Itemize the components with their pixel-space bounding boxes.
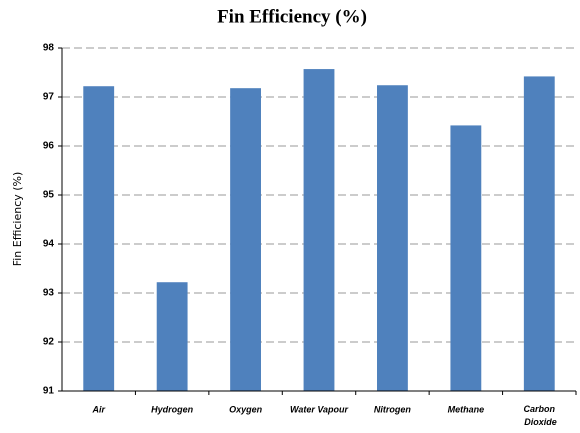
bar xyxy=(156,282,188,391)
x-tick-label: Carbon Dioxide xyxy=(522,404,557,427)
y-tick-label: 92 xyxy=(43,337,55,348)
y-tick-label: 98 xyxy=(43,43,55,54)
y-tick-label: 93 xyxy=(43,288,55,299)
bar xyxy=(523,76,555,392)
bar xyxy=(230,88,261,392)
y-tick-label: 95 xyxy=(43,190,55,201)
y-tick-label: 97 xyxy=(43,92,55,103)
x-tick-label: Water Vapour xyxy=(290,404,349,414)
bar xyxy=(450,125,482,392)
x-tick-label: Oxygen xyxy=(229,404,263,414)
x-tick-label: Nitrogen xyxy=(374,404,412,414)
bar xyxy=(303,69,335,391)
bar xyxy=(377,85,408,392)
y-tick-label: 91 xyxy=(43,386,55,397)
y-axis-label: Fin Efficiency (%) xyxy=(11,172,24,267)
chart-title: Fin Efficiency (%) xyxy=(217,6,367,27)
x-tick-label: Hydrogen xyxy=(151,404,194,414)
x-tick-label: Methane xyxy=(448,404,485,414)
y-tick-label: 94 xyxy=(43,239,55,250)
bar xyxy=(83,86,115,391)
x-tick-label: Air xyxy=(91,404,105,414)
y-tick-label: 96 xyxy=(43,141,55,152)
